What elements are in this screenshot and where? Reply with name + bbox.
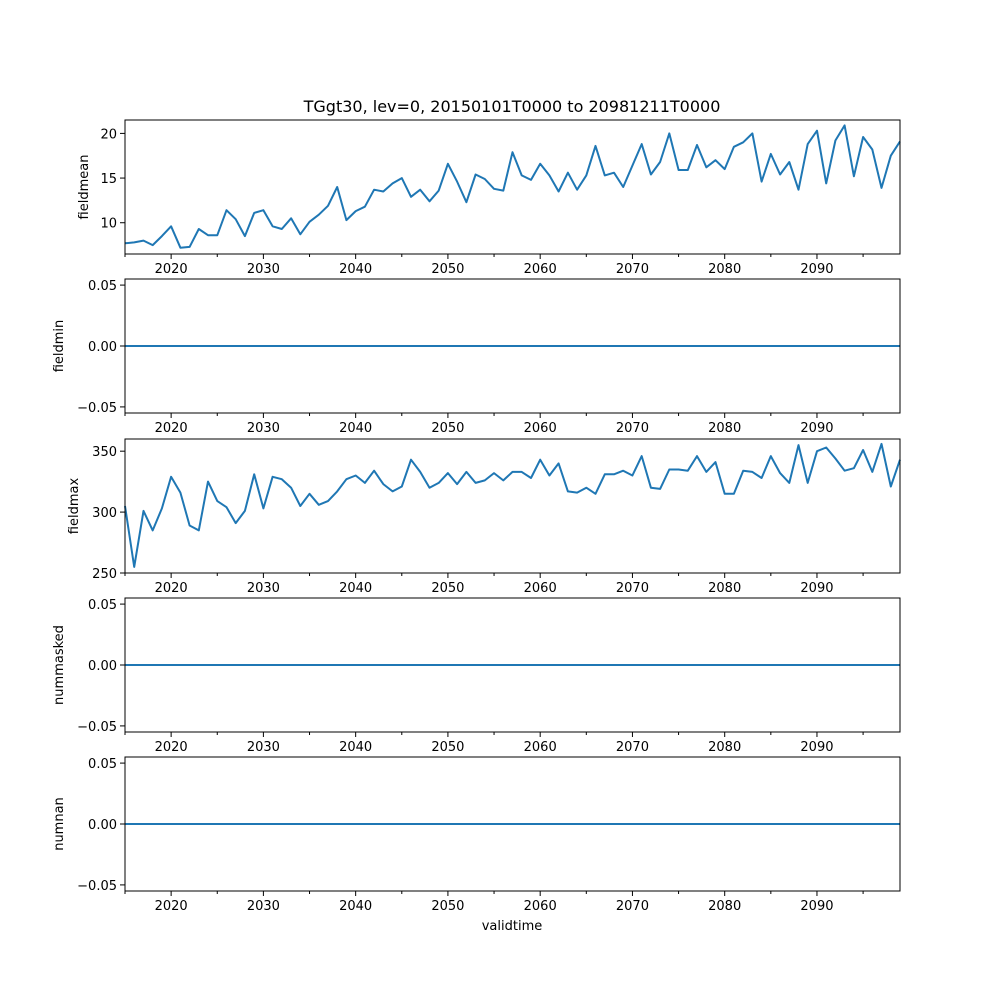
fieldmean-x-tick-label: 2090 [800, 262, 833, 277]
fieldmax-y-tick-label: 250 [92, 567, 117, 582]
panel-nummasked: 2020 2030 2040 2050 2060 2070 2080 2090 −0.05 0.0… [52, 597, 901, 755]
fieldmax-axes-frame [124, 438, 901, 574]
numnan-x-tick-label: 2030 [247, 899, 280, 914]
numnan-y-axis-label: numnan [52, 797, 67, 851]
nummasked-x-tick-label: 2080 [708, 740, 741, 755]
numnan-x-tick-label: 2050 [431, 899, 464, 914]
fieldmin-y-tick-label: −0.05 [77, 401, 117, 416]
fieldmin-x-tick-label: 2050 [431, 421, 464, 436]
nummasked-x-tick-label: 2040 [339, 740, 372, 755]
fieldmean-x-tick-label: 2030 [247, 262, 280, 277]
panel-fieldmin: 2020 2030 2040 2050 2060 2070 2080 2090 −0.05 0.0… [52, 278, 901, 436]
fieldmax-x-tick-label: 2040 [339, 581, 372, 596]
fieldmax-x-tick-label: 2080 [708, 581, 741, 596]
fieldmean-y-tick-label: 10 [100, 217, 117, 232]
fieldmax-x-tick-label: 2070 [616, 581, 649, 596]
fieldmax-y-axis-label: fieldmax [67, 478, 82, 535]
fieldmean-axes-frame [124, 119, 901, 255]
fieldmean-x-tick-label: 2070 [616, 262, 649, 277]
fieldmin-y-axis-label: fieldmin [52, 320, 67, 373]
numnan-x-tick-label: 2020 [155, 899, 188, 914]
panels: 2020 2030 2040 2050 2060 2070 2080 2090 10 15 20 fi… [52, 119, 901, 914]
nummasked-x-tick-label: 2070 [616, 740, 649, 755]
panel-fieldmean: 2020 2030 2040 2050 2060 2070 2080 2090 10 15 20 fi… [77, 119, 901, 277]
fieldmin-x-tick-label: 2090 [800, 421, 833, 436]
numnan-y-tick-label: 0.00 [88, 818, 117, 833]
x-axis-label: validtime [482, 919, 543, 934]
fieldmean-x-tick-label: 2040 [339, 262, 372, 277]
numnan-x-tick-label: 2090 [800, 899, 833, 914]
fieldmax-x-tick-label: 2060 [524, 581, 557, 596]
numnan-x-tick-label: 2040 [339, 899, 372, 914]
nummasked-y-tick-label: 0.05 [88, 598, 117, 613]
fieldmean-x-tick-label: 2020 [155, 262, 188, 277]
fieldmin-x-tick-label: 2040 [339, 421, 372, 436]
panel-fieldmax: 2020 2030 2040 2050 2060 2070 2080 2090 250 300 35… [67, 438, 901, 596]
fieldmin-x-tick-label: 2070 [616, 421, 649, 436]
fieldmean-y-tick-label: 20 [100, 127, 117, 142]
fieldmean-y-tick-label: 15 [100, 172, 117, 187]
fieldmean-y-axis-label: fieldmean [77, 155, 92, 220]
fieldmax-x-tick-label: 2020 [155, 581, 188, 596]
fieldmin-x-tick-label: 2060 [524, 421, 557, 436]
numnan-y-tick-label: 0.05 [88, 757, 117, 772]
nummasked-y-tick-label: 0.00 [88, 659, 117, 674]
chart-title: TGgt30, lev=0, 20150101T0000 to 20981211… [303, 97, 721, 116]
fieldmin-x-tick-label: 2030 [247, 421, 280, 436]
numnan-x-tick-label: 2070 [616, 899, 649, 914]
fieldmin-y-tick-label: 0.00 [88, 340, 117, 355]
nummasked-x-tick-label: 2020 [155, 740, 188, 755]
fieldmin-y-tick-label: 0.05 [88, 279, 117, 294]
fieldmin-x-tick-label: 2020 [155, 421, 188, 436]
fieldmax-y-tick-label: 350 [92, 445, 117, 460]
fieldmax-x-tick-label: 2050 [431, 581, 464, 596]
fieldmax-y-tick-label: 300 [92, 506, 117, 521]
numnan-y-tick-label: −0.05 [77, 879, 117, 894]
nummasked-x-tick-label: 2060 [524, 740, 557, 755]
fieldmax-series-line [124, 442, 901, 568]
nummasked-y-tick-label: −0.05 [77, 720, 117, 735]
panel-numnan: 2020 2030 2040 2050 2060 2070 2080 2090 −0.05 0.0… [52, 756, 901, 914]
fieldmean-x-tick-label: 2080 [708, 262, 741, 277]
nummasked-x-tick-label: 2050 [431, 740, 464, 755]
nummasked-x-tick-label: 2030 [247, 740, 280, 755]
fieldmax-x-tick-label: 2030 [247, 581, 280, 596]
fieldmean-x-tick-label: 2050 [431, 262, 464, 277]
fieldmin-x-tick-label: 2080 [708, 421, 741, 436]
nummasked-x-tick-label: 2090 [800, 740, 833, 755]
fieldmean-series-line [124, 124, 901, 249]
numnan-x-tick-label: 2060 [524, 899, 557, 914]
numnan-x-tick-label: 2080 [708, 899, 741, 914]
fieldmean-x-tick-label: 2060 [524, 262, 557, 277]
fieldmax-x-tick-label: 2090 [800, 581, 833, 596]
nummasked-y-axis-label: nummasked [52, 625, 67, 705]
